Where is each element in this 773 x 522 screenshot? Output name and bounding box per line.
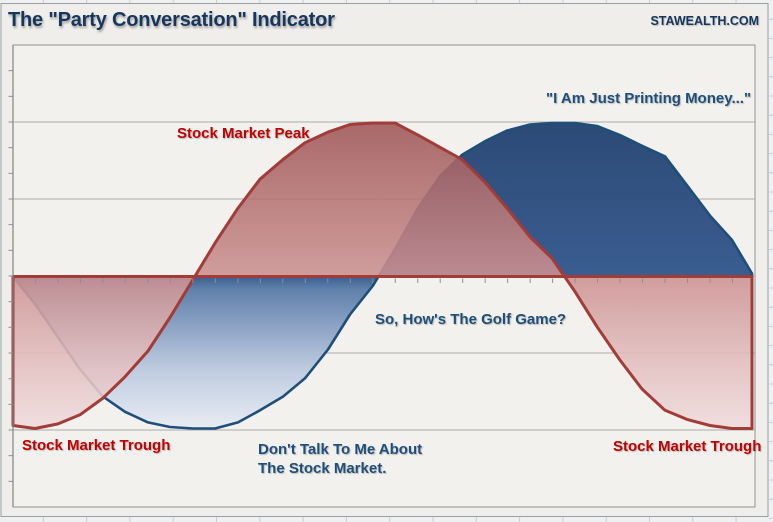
label-stock-market-trough-right: Stock Market Trough: [613, 438, 762, 455]
label-dont-talk-line1: Don't Talk To Me About: [258, 441, 423, 458]
brand-watermark: STAWEALTH.COM: [650, 14, 759, 28]
label-stock-market-peak: Stock Market Peak: [177, 125, 310, 142]
chart-title: The "Party Conversation" Indicator: [8, 9, 335, 31]
label-dont-talk-line2: The Stock Market.: [258, 460, 387, 477]
label-stock-market-trough-left: Stock Market Trough: [22, 437, 171, 454]
label-golf-game: So, How's The Golf Game?: [375, 311, 567, 328]
area-series-stock-market: [11, 121, 754, 430]
label-dont-talk: Don't Talk To Me About The Stock Market.: [258, 440, 422, 478]
label-printing-money: "I Am Just Printing Money...": [546, 90, 752, 107]
